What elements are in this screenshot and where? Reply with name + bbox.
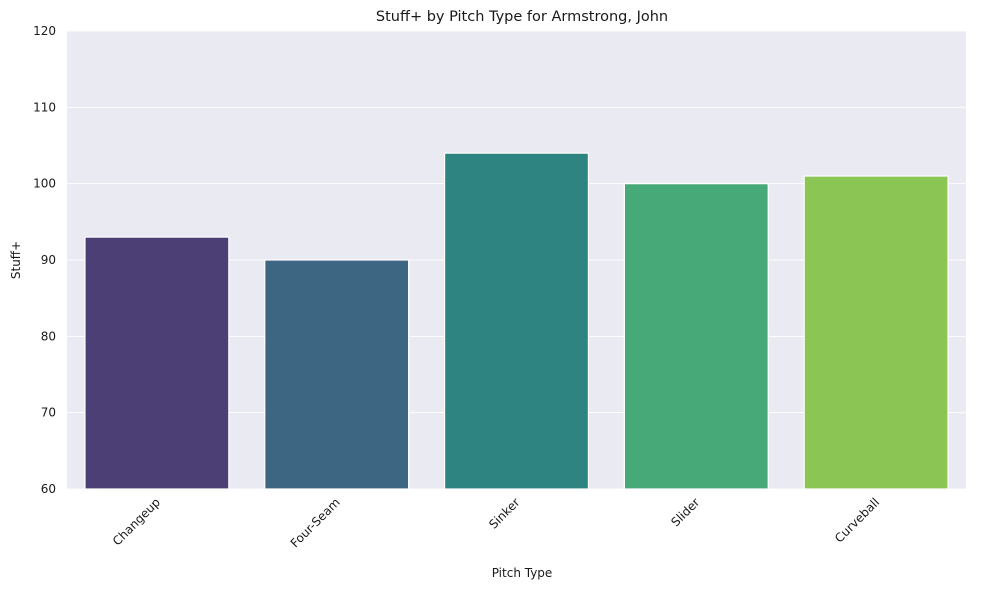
bar-sinker — [443, 152, 590, 490]
y-tick-label: 70 — [41, 406, 56, 420]
chart-title: Stuff+ by Pitch Type for Armstrong, John — [376, 9, 668, 25]
y-tick-label: 90 — [41, 253, 56, 267]
y-axis-label: Stuff+ — [9, 241, 23, 279]
y-tick-label: 60 — [41, 482, 56, 496]
bar-slider — [623, 183, 769, 490]
y-tick-label: 120 — [33, 24, 56, 38]
bar-changeup — [84, 236, 230, 490]
y-tick-label: 100 — [33, 177, 56, 191]
bar-curveball — [803, 175, 949, 490]
x-tick-label: Sinker — [486, 495, 522, 531]
bars — [84, 152, 949, 490]
bar-four-seam — [264, 259, 410, 490]
x-axis-label: Pitch Type — [492, 566, 553, 580]
x-tick-label: Curveball — [832, 495, 882, 545]
y-tick-label: 80 — [41, 329, 56, 343]
x-axis-ticks: Changeup Four-Seam Sinker Slider Curveball — [110, 495, 882, 550]
x-tick-label: Four-Seam — [288, 495, 343, 550]
y-axis-ticks: 60 70 80 90 100 110 120 — [33, 24, 56, 496]
x-tick-label: Slider — [668, 495, 702, 529]
x-tick-label: Changeup — [110, 495, 163, 548]
y-tick-label: 110 — [33, 100, 56, 114]
